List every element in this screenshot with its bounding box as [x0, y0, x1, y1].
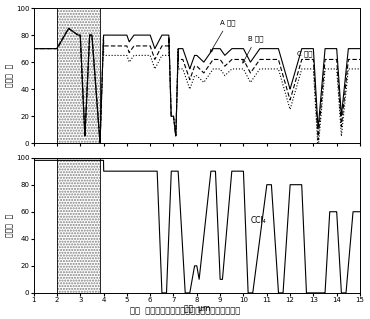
Y-axis label: 透過率  ％: 透過率 ％ — [6, 64, 14, 87]
Text: C 重油: C 重油 — [297, 50, 313, 57]
Y-axis label: 透過率  ％: 透過率 ％ — [6, 214, 14, 237]
Bar — [57, 8, 100, 143]
Text: CCl₄: CCl₄ — [250, 216, 266, 225]
X-axis label: 波長  μm: 波長 μm — [184, 304, 210, 314]
Text: A 重油: A 重油 — [210, 19, 236, 52]
Bar — [57, 158, 100, 293]
Text: B 重油: B 重油 — [243, 35, 263, 63]
Text: 図１  重油及び四塩化炭素の赤外吸収スペクトル: 図１ 重油及び四塩化炭素の赤外吸収スペクトル — [130, 307, 240, 316]
